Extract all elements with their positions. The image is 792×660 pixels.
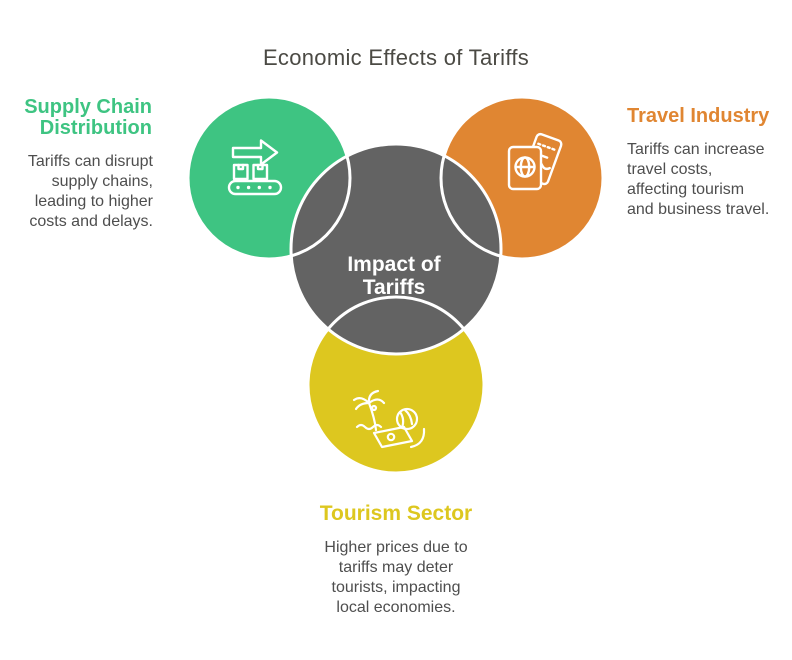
tourism-description: Higher prices due to tariffs may deter t…	[276, 538, 516, 618]
travel-line: affecting tourism	[627, 181, 745, 198]
supply-chain-line: costs and delays.	[29, 213, 153, 230]
tourism-line: local economies.	[336, 599, 456, 616]
tourism-line: tourists, impacting	[331, 579, 461, 596]
travel-line: Tariffs can increase	[627, 141, 765, 158]
supply-chain-line: leading to higher	[34, 193, 153, 210]
tourism-line: tariffs may deter	[338, 559, 454, 576]
diagram-title: Economic Effects of Tariffs	[262, 45, 530, 70]
passport-ticket-icon	[507, 132, 563, 191]
travel-line: travel costs,	[627, 161, 713, 178]
impact-label-line1: Impact of	[347, 253, 441, 276]
tourism-line: Higher prices due to	[324, 539, 468, 556]
supply-chain-line: supply chains,	[51, 173, 153, 190]
travel-line: and business travel.	[627, 201, 770, 218]
beach-icon	[352, 389, 426, 449]
conveyor-belt-icon	[227, 139, 283, 196]
travel-heading: Travel Industry	[627, 105, 770, 127]
impact-center-label: Impact of Tariffs	[314, 253, 474, 299]
supply-chain-heading: Supply Chain Distribution	[24, 96, 152, 139]
overlap-outlines	[186, 95, 605, 475]
travel-description: Tariffs can increase travel costs, affec…	[627, 140, 792, 220]
impact-label-line2: Tariffs	[362, 276, 426, 299]
impact-center-circle	[291, 144, 501, 354]
supply-chain-description: Tariffs can disrupt supply chains, leadi…	[0, 152, 153, 232]
supply-chain-line: Tariffs can disrupt	[27, 153, 153, 170]
tourism-heading: Tourism Sector	[319, 502, 473, 525]
